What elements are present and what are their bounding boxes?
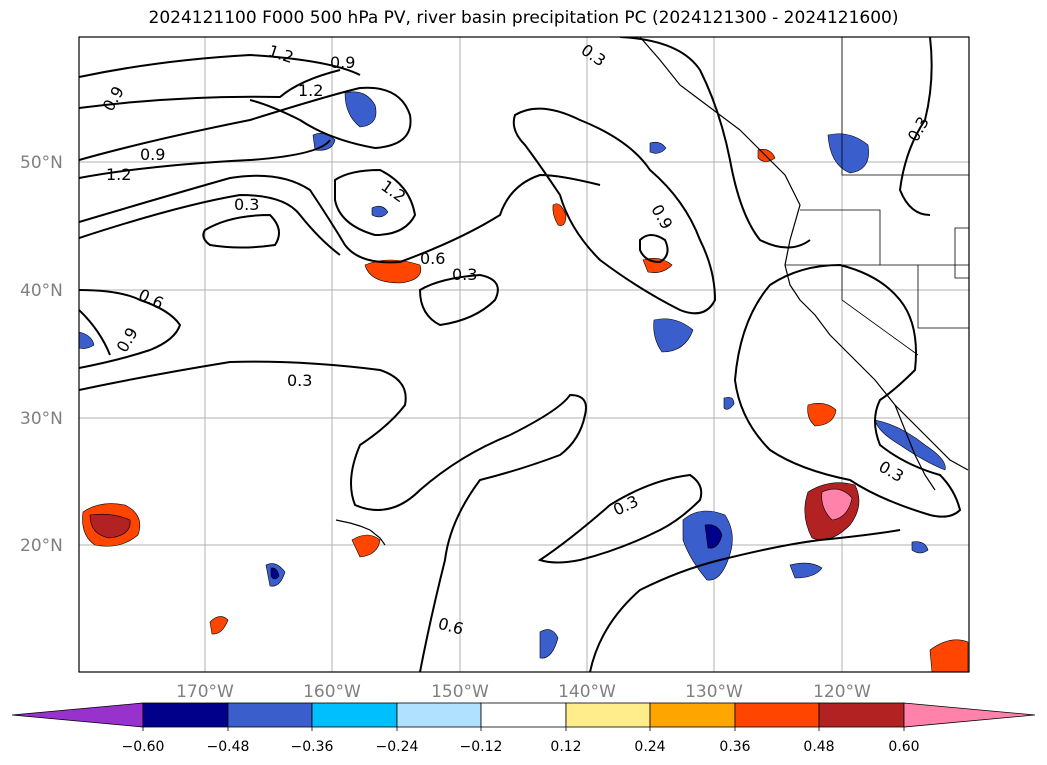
colorbar-extend-low (11, 702, 144, 728)
lon-label: 170°W (176, 682, 234, 702)
colorbar-segment (142, 702, 229, 728)
precip-blob (704, 524, 723, 549)
colorbar-tick: 0.24 (634, 739, 665, 755)
colorbar-tick: −0.12 (460, 739, 503, 755)
precip-blob (89, 513, 131, 539)
colorbar-tick: 0.48 (803, 739, 834, 755)
precip-blob (552, 203, 567, 226)
colorbar-segment (818, 702, 905, 728)
contour-label: 0.3 (287, 371, 312, 390)
latitude-labels: 50°N 40°N 30°N 20°N (20, 153, 63, 556)
lon-label: 150°W (431, 682, 489, 702)
contour-label: 1.2 (266, 41, 296, 67)
lat-label: 50°N (20, 153, 63, 173)
lat-label: 30°N (20, 409, 63, 429)
colorbar-tick: −0.48 (207, 739, 250, 755)
precip-blob (929, 639, 969, 672)
colorbar-extend-high (903, 702, 1036, 728)
precip-blob (723, 396, 735, 410)
precip-blob (364, 259, 422, 284)
colorbar-tick: −0.36 (291, 739, 334, 755)
colorbar-segment (734, 702, 820, 728)
precip-blob (270, 567, 280, 580)
precip-blob (649, 141, 667, 154)
contour-label: 0.3 (610, 492, 641, 520)
colorbar-segment (480, 702, 567, 728)
contour-label: 0.9 (113, 324, 142, 356)
colorbar-ticks: −0.60 −0.48 −0.36 −0.24 −0.12 0.12 0.24 … (122, 739, 920, 755)
contour-label: 0.3 (452, 265, 477, 284)
precip-blob (642, 258, 673, 273)
colorbar-tick: 0.60 (888, 739, 919, 755)
precip-blob (79, 331, 95, 349)
colorbar-tick: −0.24 (376, 739, 419, 755)
colorbar-segment (227, 702, 313, 728)
state-borders (785, 37, 969, 356)
colorbar (11, 702, 1036, 731)
precip-blob (807, 403, 837, 427)
contour-label: 0.6 (436, 614, 466, 639)
map-frame (78, 36, 970, 673)
longitude-labels: 170°W 160°W 150°W 140°W 130°W 120°W (176, 682, 871, 702)
precip-blob (371, 205, 389, 218)
colorbar-tick: −0.60 (122, 739, 165, 755)
contour-label: 0.6 (420, 249, 445, 268)
contour-label: 0.9 (330, 53, 355, 72)
contour-label: 1.2 (106, 165, 131, 184)
contour-label: 0.3 (234, 195, 259, 214)
contour-label: 0.3 (876, 457, 908, 486)
contour-label: 0.9 (647, 201, 676, 233)
lon-label: 160°W (303, 682, 361, 702)
gridlines (79, 37, 969, 672)
lon-label: 140°W (558, 682, 616, 702)
contour-label: 0.9 (140, 145, 165, 164)
lat-label: 20°N (20, 536, 63, 556)
coastlines (335, 37, 969, 546)
precip-blob (874, 419, 946, 471)
precip-blob (821, 488, 853, 521)
lat-label: 40°N (20, 281, 63, 301)
precip-blob (789, 562, 823, 579)
precip-blob (911, 541, 929, 554)
precip-blob (827, 133, 869, 174)
colorbar-segment (649, 702, 736, 728)
precip-blob (312, 133, 336, 151)
contour-label: 1.2 (378, 176, 410, 206)
contour-label: 1.2 (298, 81, 323, 100)
lon-label: 120°W (813, 682, 871, 702)
colorbar-segment (565, 702, 651, 728)
contour-label: 0.9 (99, 83, 128, 115)
contour-label: 0.3 (904, 113, 933, 145)
map-title: 2024121100 F000 500 hPa PV, river basin … (148, 8, 899, 28)
precip-blob (653, 318, 694, 353)
contour-label: 0.3 (578, 40, 610, 70)
precip-blob (351, 534, 381, 558)
precip-anomalies (79, 91, 969, 672)
colorbar-tick: 0.12 (550, 739, 581, 755)
precip-blob (539, 629, 559, 659)
pv-contours (79, 37, 962, 672)
precip-blob (209, 616, 229, 635)
colorbar-segment (396, 702, 482, 728)
precip-blob (344, 91, 377, 128)
colorbar-tick: 0.36 (719, 739, 750, 755)
lon-label: 130°W (685, 682, 743, 702)
colorbar-segment (311, 702, 398, 728)
